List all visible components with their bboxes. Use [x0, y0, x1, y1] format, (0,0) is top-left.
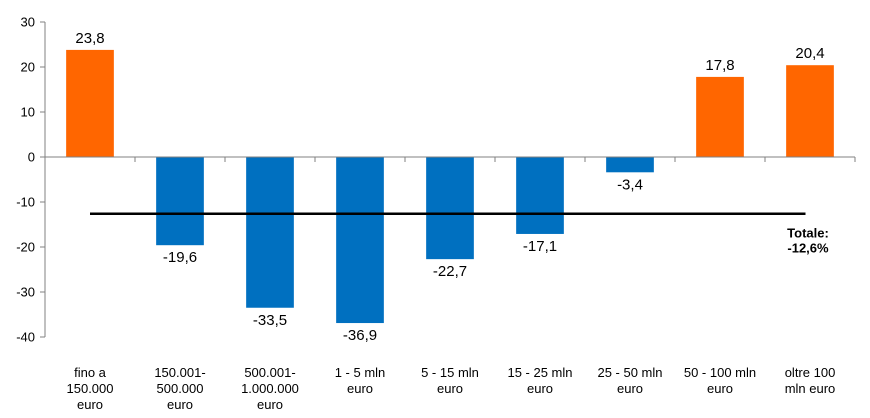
- bar-value-label: -33,5: [253, 312, 287, 329]
- bar: [696, 76, 744, 157]
- bar: [156, 157, 204, 246]
- bar-value-label: -22,7: [433, 263, 467, 280]
- y-tick-label: -40: [16, 330, 35, 345]
- bar: [336, 157, 384, 324]
- bar: [246, 157, 294, 308]
- x-category-label: 1 - 5 mln euro: [335, 365, 386, 396]
- zero-baseline: [44, 156, 856, 162]
- bar-value-label: 17,8: [705, 57, 734, 74]
- bar: [606, 157, 654, 173]
- y-tick-label: 10: [21, 105, 35, 120]
- bars: [66, 49, 834, 324]
- bar-value-label: -36,9: [343, 327, 377, 344]
- total-label: Totale: -12,6%: [787, 226, 829, 256]
- y-tick-label: -10: [16, 195, 35, 210]
- category-labels: fino a 150.000 euro 150.001-500.000 euro 500.…: [67, 365, 836, 412]
- x-category-label: fino a 150.000 euro: [67, 365, 114, 412]
- bar-value-label: -3,4: [617, 176, 643, 193]
- bar-value-label: -19,6: [163, 249, 197, 266]
- y-axis: 30 20 10 0 -10 -20 -30 -40: [16, 15, 46, 345]
- x-category-label: 15 - 25 mln euro: [507, 365, 572, 396]
- y-tick-label: 0: [28, 150, 35, 165]
- x-category-label: 50 - 100 mln euro: [684, 365, 756, 396]
- bar-value-label: 20,4: [795, 45, 824, 62]
- x-category-label: 25 - 50 mln euro: [597, 365, 662, 396]
- bar-value-label: -17,1: [523, 238, 557, 255]
- y-tick-label: 30: [21, 15, 35, 30]
- x-category-label: 500.001-1.000.000 euro: [241, 365, 299, 412]
- bar: [66, 49, 114, 157]
- data-labels: 23,8 -19,6 -33,5 -36,9 -22,7 -17,1 -3,4 17,8 20,…: [75, 30, 824, 344]
- x-category-label: oltre 100 mln euro: [785, 365, 836, 396]
- bar: [516, 157, 564, 234]
- x-category-label: 5 - 15 mln euro: [421, 365, 479, 396]
- bar-value-label: 23,8: [75, 30, 104, 47]
- bar: [786, 65, 834, 157]
- y-tick-label: -20: [16, 240, 35, 255]
- x-category-label: 150.001-500.000 euro: [154, 365, 205, 412]
- y-tick-label: -30: [16, 285, 35, 300]
- y-tick-label: 20: [21, 60, 35, 75]
- bar: [426, 157, 474, 260]
- total-reference: Totale: -12,6%: [90, 212, 829, 256]
